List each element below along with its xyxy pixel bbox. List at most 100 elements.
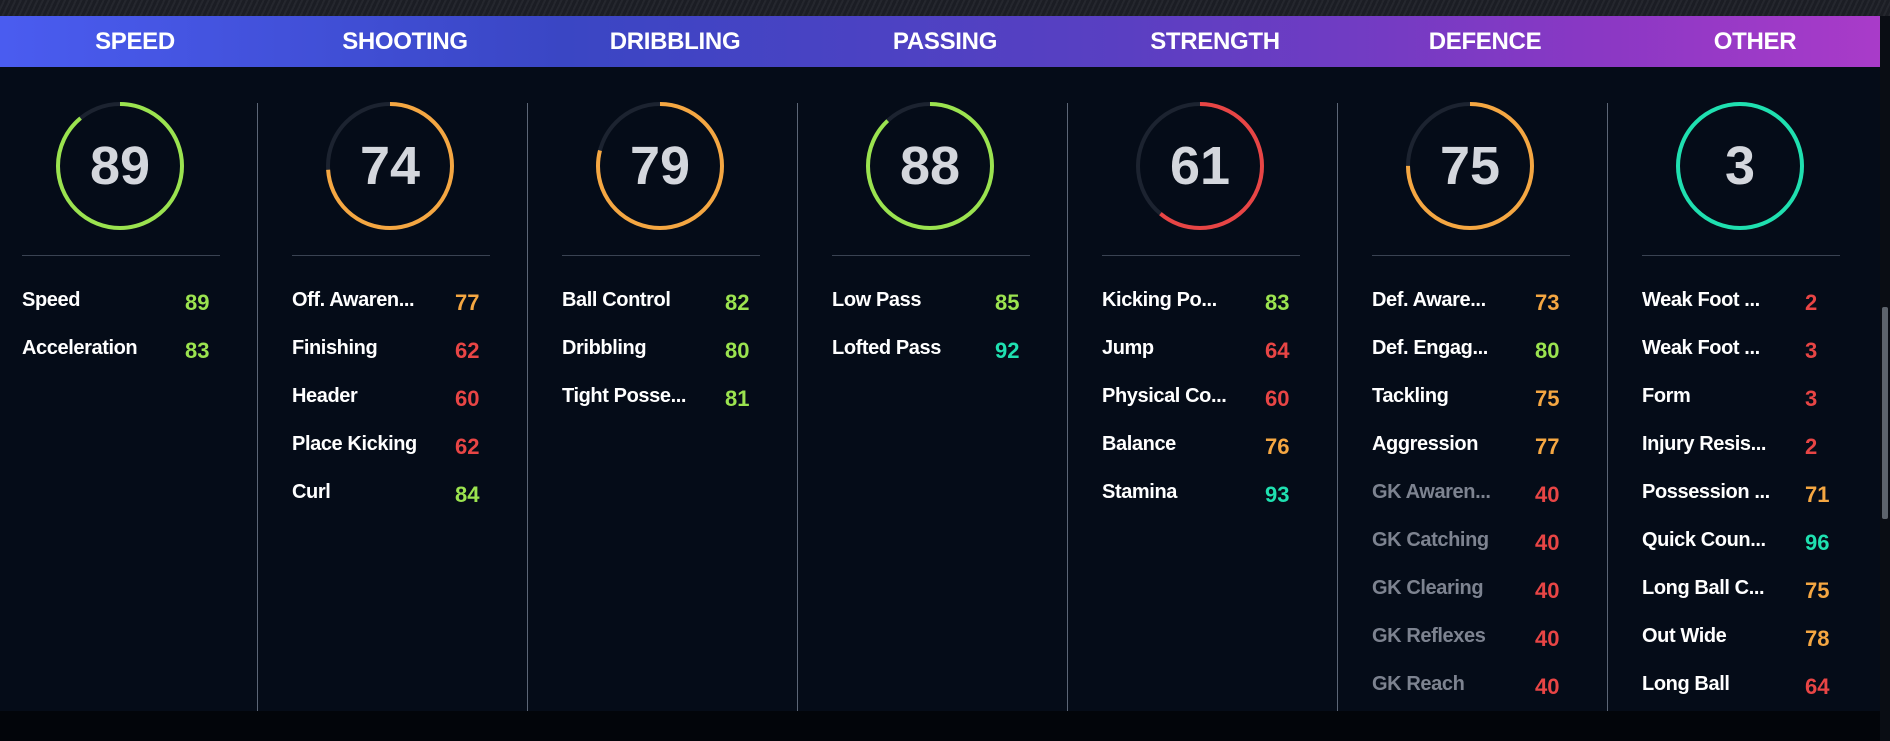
stat-label: Long Ball C... [1642,577,1765,599]
column-divider [797,103,798,711]
ring-progress-arc [866,102,994,230]
stat-value: 77 [455,290,480,315]
stat-row: Long Ball C... 75 [1642,577,1872,607]
stat-label: Tackling [1372,385,1449,407]
stat-value: 60 [455,386,480,411]
stat-label: Balance [1102,433,1176,455]
stat-label: Lofted Pass [832,337,941,359]
stat-row: Def. Engag... 80 [1372,337,1602,367]
stat-row: Aggression 77 [1372,433,1602,463]
tab-defence[interactable]: DEFENCE [1428,28,1542,55]
column-divider [1607,103,1608,711]
stat-value: 93 [1265,482,1290,507]
stat-label: Out Wide [1642,625,1727,647]
tab-other[interactable]: OTHER [1713,28,1797,55]
stat-value: 3 [1805,338,1818,363]
stat-column-other: 3 Weak Foot ... 2 Weak Foot ... 3 Form 3 Injury… [1620,67,1890,711]
stat-row: Possession ... 71 [1642,481,1872,511]
ring-progress-arc [56,102,184,230]
stat-value: 73 [1535,290,1560,315]
stat-row: Low Pass 85 [832,289,1062,319]
separator-line [1372,255,1570,256]
stat-value: 62 [455,434,480,459]
stat-row: GK Reach 40 [1372,673,1602,703]
column-divider [1067,103,1068,711]
stat-row: GK Clearing 40 [1372,577,1602,607]
stat-row: Kicking Po... 83 [1102,289,1332,319]
stat-value: 64 [1265,338,1290,363]
stat-row: Header 60 [292,385,522,415]
stat-row: Quick Coun... 96 [1642,529,1872,559]
overall-rating-ring [866,102,994,230]
stat-row: Injury Resis... 2 [1642,433,1872,463]
stat-value: 83 [1265,290,1290,315]
stat-value: 96 [1805,530,1830,555]
stat-row: Dribbling 80 [562,337,792,367]
overall-rating-ring [1676,102,1804,230]
stat-value: 3 [1805,386,1818,411]
stat-label: Low Pass [832,289,922,311]
stat-value: 40 [1535,626,1560,651]
stat-value: 2 [1805,290,1818,315]
stat-value: 40 [1535,530,1560,555]
stat-label: Long Ball [1642,673,1730,695]
stat-label: Jump [1102,337,1154,359]
stat-row: Speed 89 [22,289,252,319]
stat-label: Def. Engag... [1372,337,1488,359]
stat-column-defence: 75 Def. Aware... 73 Def. Engag... 80 Tackling… [1350,67,1620,711]
tab-passing[interactable]: PASSING [892,28,998,55]
stat-label: Ball Control [562,289,671,311]
stat-row: Weak Foot ... 3 [1642,337,1872,367]
stat-value: 75 [1535,386,1560,411]
tab-speed[interactable]: SPEED [95,28,175,55]
stat-column-strength: 61 Kicking Po... 83 Jump 64 Physical Co... 60 B… [1080,67,1350,711]
stat-label: Finishing [292,337,378,359]
stat-row: Long Ball 64 [1642,673,1872,703]
overall-rating-value: 74 [359,136,421,196]
stat-value: 40 [1535,578,1560,603]
stat-value: 75 [1805,578,1830,603]
stat-value: 81 [725,386,750,411]
scrollbar-thumb[interactable] [1882,307,1888,519]
stat-row: Def. Aware... 73 [1372,289,1602,319]
stat-label: Speed [22,289,81,311]
stat-row: Off. Awaren... 77 [292,289,522,319]
stat-value: 83 [185,338,210,363]
stat-row: Jump 64 [1102,337,1332,367]
stat-value: 60 [1265,386,1290,411]
ring-progress-arc [596,102,724,230]
stat-label: Weak Foot ... [1642,289,1760,311]
stat-value: 2 [1805,434,1818,459]
stat-label: GK Awaren... [1372,481,1491,503]
overall-rating-value: 61 [1169,136,1231,196]
tab-strength[interactable]: STRENGTH [1150,28,1280,55]
stat-value: 80 [1535,338,1560,363]
stat-row: Lofted Pass 92 [832,337,1062,367]
stat-label: Kicking Po... [1102,289,1217,311]
stat-value: 80 [725,338,750,363]
overall-rating-ring [596,102,724,230]
stat-label: Header [292,385,358,407]
separator-line [832,255,1030,256]
overall-rating-value: 75 [1439,136,1501,196]
stat-label: GK Reflexes [1372,625,1486,647]
stat-row: GK Reflexes 40 [1372,625,1602,655]
stat-value: 71 [1805,482,1830,507]
overall-rating-value: 79 [629,136,691,196]
overall-rating-ring [56,102,184,230]
stat-label: Possession ... [1642,481,1770,503]
category-header-bar: SPEED SHOOTING DRIBBLING PASSING STRENGTH DEF… [0,16,1880,67]
separator-line [292,255,490,256]
stat-value: 40 [1535,482,1560,507]
tab-dribbling[interactable]: DRIBBLING [609,28,741,55]
stat-row: Form 3 [1642,385,1872,415]
stat-row: GK Awaren... 40 [1372,481,1602,511]
stat-label: Place Kicking [292,433,417,455]
stat-label: Dribbling [562,337,647,359]
stat-value: 76 [1265,434,1290,459]
tab-shooting[interactable]: SHOOTING [342,28,468,55]
stat-value: 40 [1535,674,1560,699]
stat-value: 64 [1805,674,1830,699]
stat-row: Finishing 62 [292,337,522,367]
column-divider [1337,103,1338,711]
